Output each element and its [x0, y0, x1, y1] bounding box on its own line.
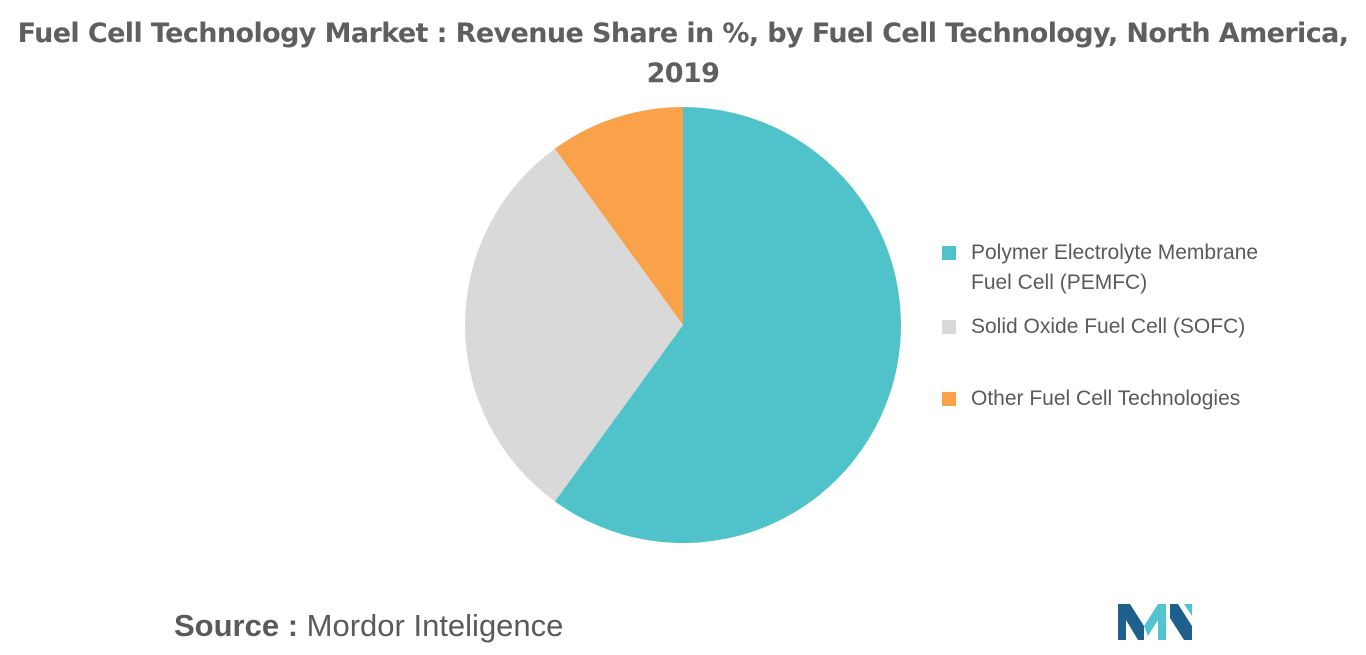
logo-shape-3 — [1170, 604, 1192, 640]
mordor-intelligence-logo-icon — [1118, 604, 1192, 640]
chart-title-line-2: 2019 — [646, 58, 720, 89]
pie-slice-other — [554, 107, 683, 325]
pie-slices — [464, 107, 902, 544]
legend-label-sofc: Solid Oxide Fuel Cell (SOFC) — [971, 315, 1246, 338]
legend-swatch-pemfc — [942, 246, 956, 260]
source-value: Mordor Inteligence — [306, 608, 564, 643]
chart-title-line-1: Fuel Cell Technology Market : Revenue Sh… — [17, 18, 1349, 49]
legend: Polymer Electrolyte Membrane Fuel Cell (… — [940, 238, 1340, 414]
pie-slice-sofc — [464, 148, 683, 502]
legend-swatch-other — [942, 392, 956, 406]
legend-label-other: Other Fuel Cell Technologies — [971, 387, 1241, 410]
source-label: Source : — [174, 608, 299, 643]
legend-label-pemfc-line-2: Fuel Cell (PEMFC) — [971, 271, 1148, 294]
logo-shape-2 — [1144, 604, 1166, 640]
legend-item-other: Other Fuel Cell Technologies — [940, 384, 1340, 414]
legend-item-sofc: Solid Oxide Fuel Cell (SOFC) — [940, 312, 1340, 342]
logo-shape-4 — [1184, 604, 1192, 616]
legend-label-pemfc-line-1: Polymer Electrolyte Membrane — [971, 241, 1259, 264]
source-note: Source : Mordor Inteligence — [174, 606, 563, 646]
pie-slice-pemfc — [554, 107, 902, 544]
legend-item-pemfc: Polymer Electrolyte Membrane Fuel Cell (… — [940, 238, 1340, 298]
legend-swatch-sofc — [942, 320, 956, 334]
chart-title: Fuel Cell Technology Market : Revenue Sh… — [0, 14, 1366, 94]
logo-shape-1 — [1118, 604, 1144, 640]
